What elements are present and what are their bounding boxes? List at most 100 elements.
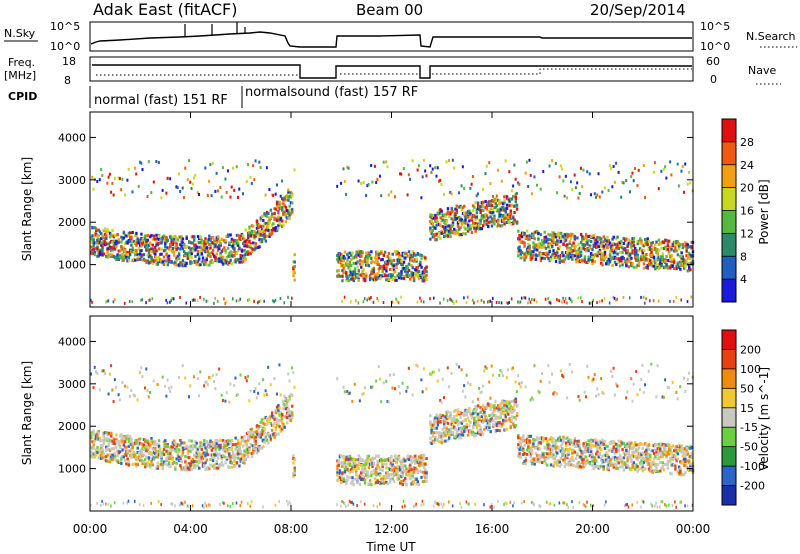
range-cell [138, 243, 142, 247]
range-cell [421, 271, 425, 275]
range-cell [401, 474, 404, 478]
range-cell [289, 502, 292, 506]
range-cell [370, 460, 373, 464]
range-cell [445, 219, 448, 223]
range-cell [432, 370, 435, 374]
range-cell [338, 472, 342, 476]
range-cell [105, 254, 108, 258]
range-cell [395, 253, 398, 257]
range-cell [189, 254, 192, 258]
range-cell [370, 463, 373, 467]
range-cell [179, 261, 182, 265]
range-cell [209, 504, 211, 508]
freq-unit: [MHz] [4, 69, 36, 82]
range-cell [559, 236, 563, 240]
range-cell [388, 258, 392, 262]
range-cell [440, 219, 443, 223]
range-cell [527, 301, 529, 305]
range-cell [208, 503, 210, 507]
range-cell [415, 259, 418, 263]
range-cell [589, 235, 593, 239]
range-cell [446, 207, 450, 211]
range-cell [617, 241, 621, 245]
range-cell [230, 240, 234, 244]
range-cell [257, 225, 260, 229]
range-cell [455, 433, 458, 437]
range-cell [459, 226, 462, 230]
range-cell [355, 275, 358, 279]
range-cell [171, 457, 175, 461]
range-cell [655, 263, 658, 267]
range-cell [642, 248, 646, 252]
range-cell [203, 258, 206, 262]
range-cell [181, 466, 185, 470]
range-cell [234, 447, 237, 451]
range-cell [557, 246, 560, 250]
range-cell [471, 175, 474, 179]
range-cell [564, 238, 568, 242]
range-cell [449, 297, 451, 301]
range-cell [436, 420, 440, 424]
range-cell [270, 212, 274, 216]
range-cell [616, 297, 618, 301]
range-cell [167, 386, 170, 390]
range-cell [633, 252, 637, 256]
range-cell [440, 217, 443, 221]
range-cell [530, 192, 533, 196]
range-cell [539, 256, 543, 260]
range-cell [468, 210, 471, 214]
range-cell [443, 422, 446, 426]
range-cell [169, 243, 172, 247]
range-cell [551, 239, 554, 243]
range-cell [347, 455, 350, 459]
range-cell [652, 256, 656, 260]
range-cell [376, 459, 379, 463]
range-cell [444, 230, 447, 234]
range-cell [111, 458, 114, 462]
range-cell [277, 224, 280, 228]
range-cell [665, 248, 668, 252]
range-cell [406, 270, 409, 274]
range-cell [240, 436, 244, 440]
range-cell [434, 216, 437, 220]
range-cell [284, 220, 288, 224]
range-cell [392, 268, 396, 272]
range-cell [138, 252, 142, 256]
range-cell [512, 216, 515, 220]
range-cell [226, 504, 229, 508]
range-cell [468, 219, 471, 223]
range-cell [157, 247, 161, 251]
range-cell [407, 262, 411, 266]
range-cell [98, 178, 101, 182]
range-cell [204, 242, 207, 246]
range-cell [371, 270, 374, 274]
range-cell [571, 300, 573, 304]
range-cell [127, 259, 131, 263]
range-cell [106, 249, 109, 253]
range-cell [144, 465, 147, 469]
range-cell [113, 440, 117, 444]
range-cell [606, 242, 609, 246]
range-cell [391, 277, 394, 281]
range-cell [343, 461, 347, 465]
range-cell [595, 245, 598, 249]
range-cell [606, 235, 609, 239]
range-cell [198, 394, 201, 398]
range-cell [611, 243, 614, 247]
range-cell [151, 457, 154, 461]
range-cell [460, 428, 463, 432]
range-cell [377, 472, 381, 476]
range-cell [189, 180, 192, 184]
range-cell [411, 472, 414, 476]
range-cell [91, 440, 94, 444]
range-cell [274, 432, 278, 436]
range-cell [116, 233, 119, 237]
range-cell [257, 449, 260, 453]
range-cell [105, 234, 108, 238]
range-cell [417, 455, 421, 459]
range-cell [547, 252, 550, 256]
range-cell [618, 259, 622, 263]
range-cell [357, 474, 360, 478]
range-cell [518, 301, 520, 305]
range-cell [288, 194, 291, 198]
